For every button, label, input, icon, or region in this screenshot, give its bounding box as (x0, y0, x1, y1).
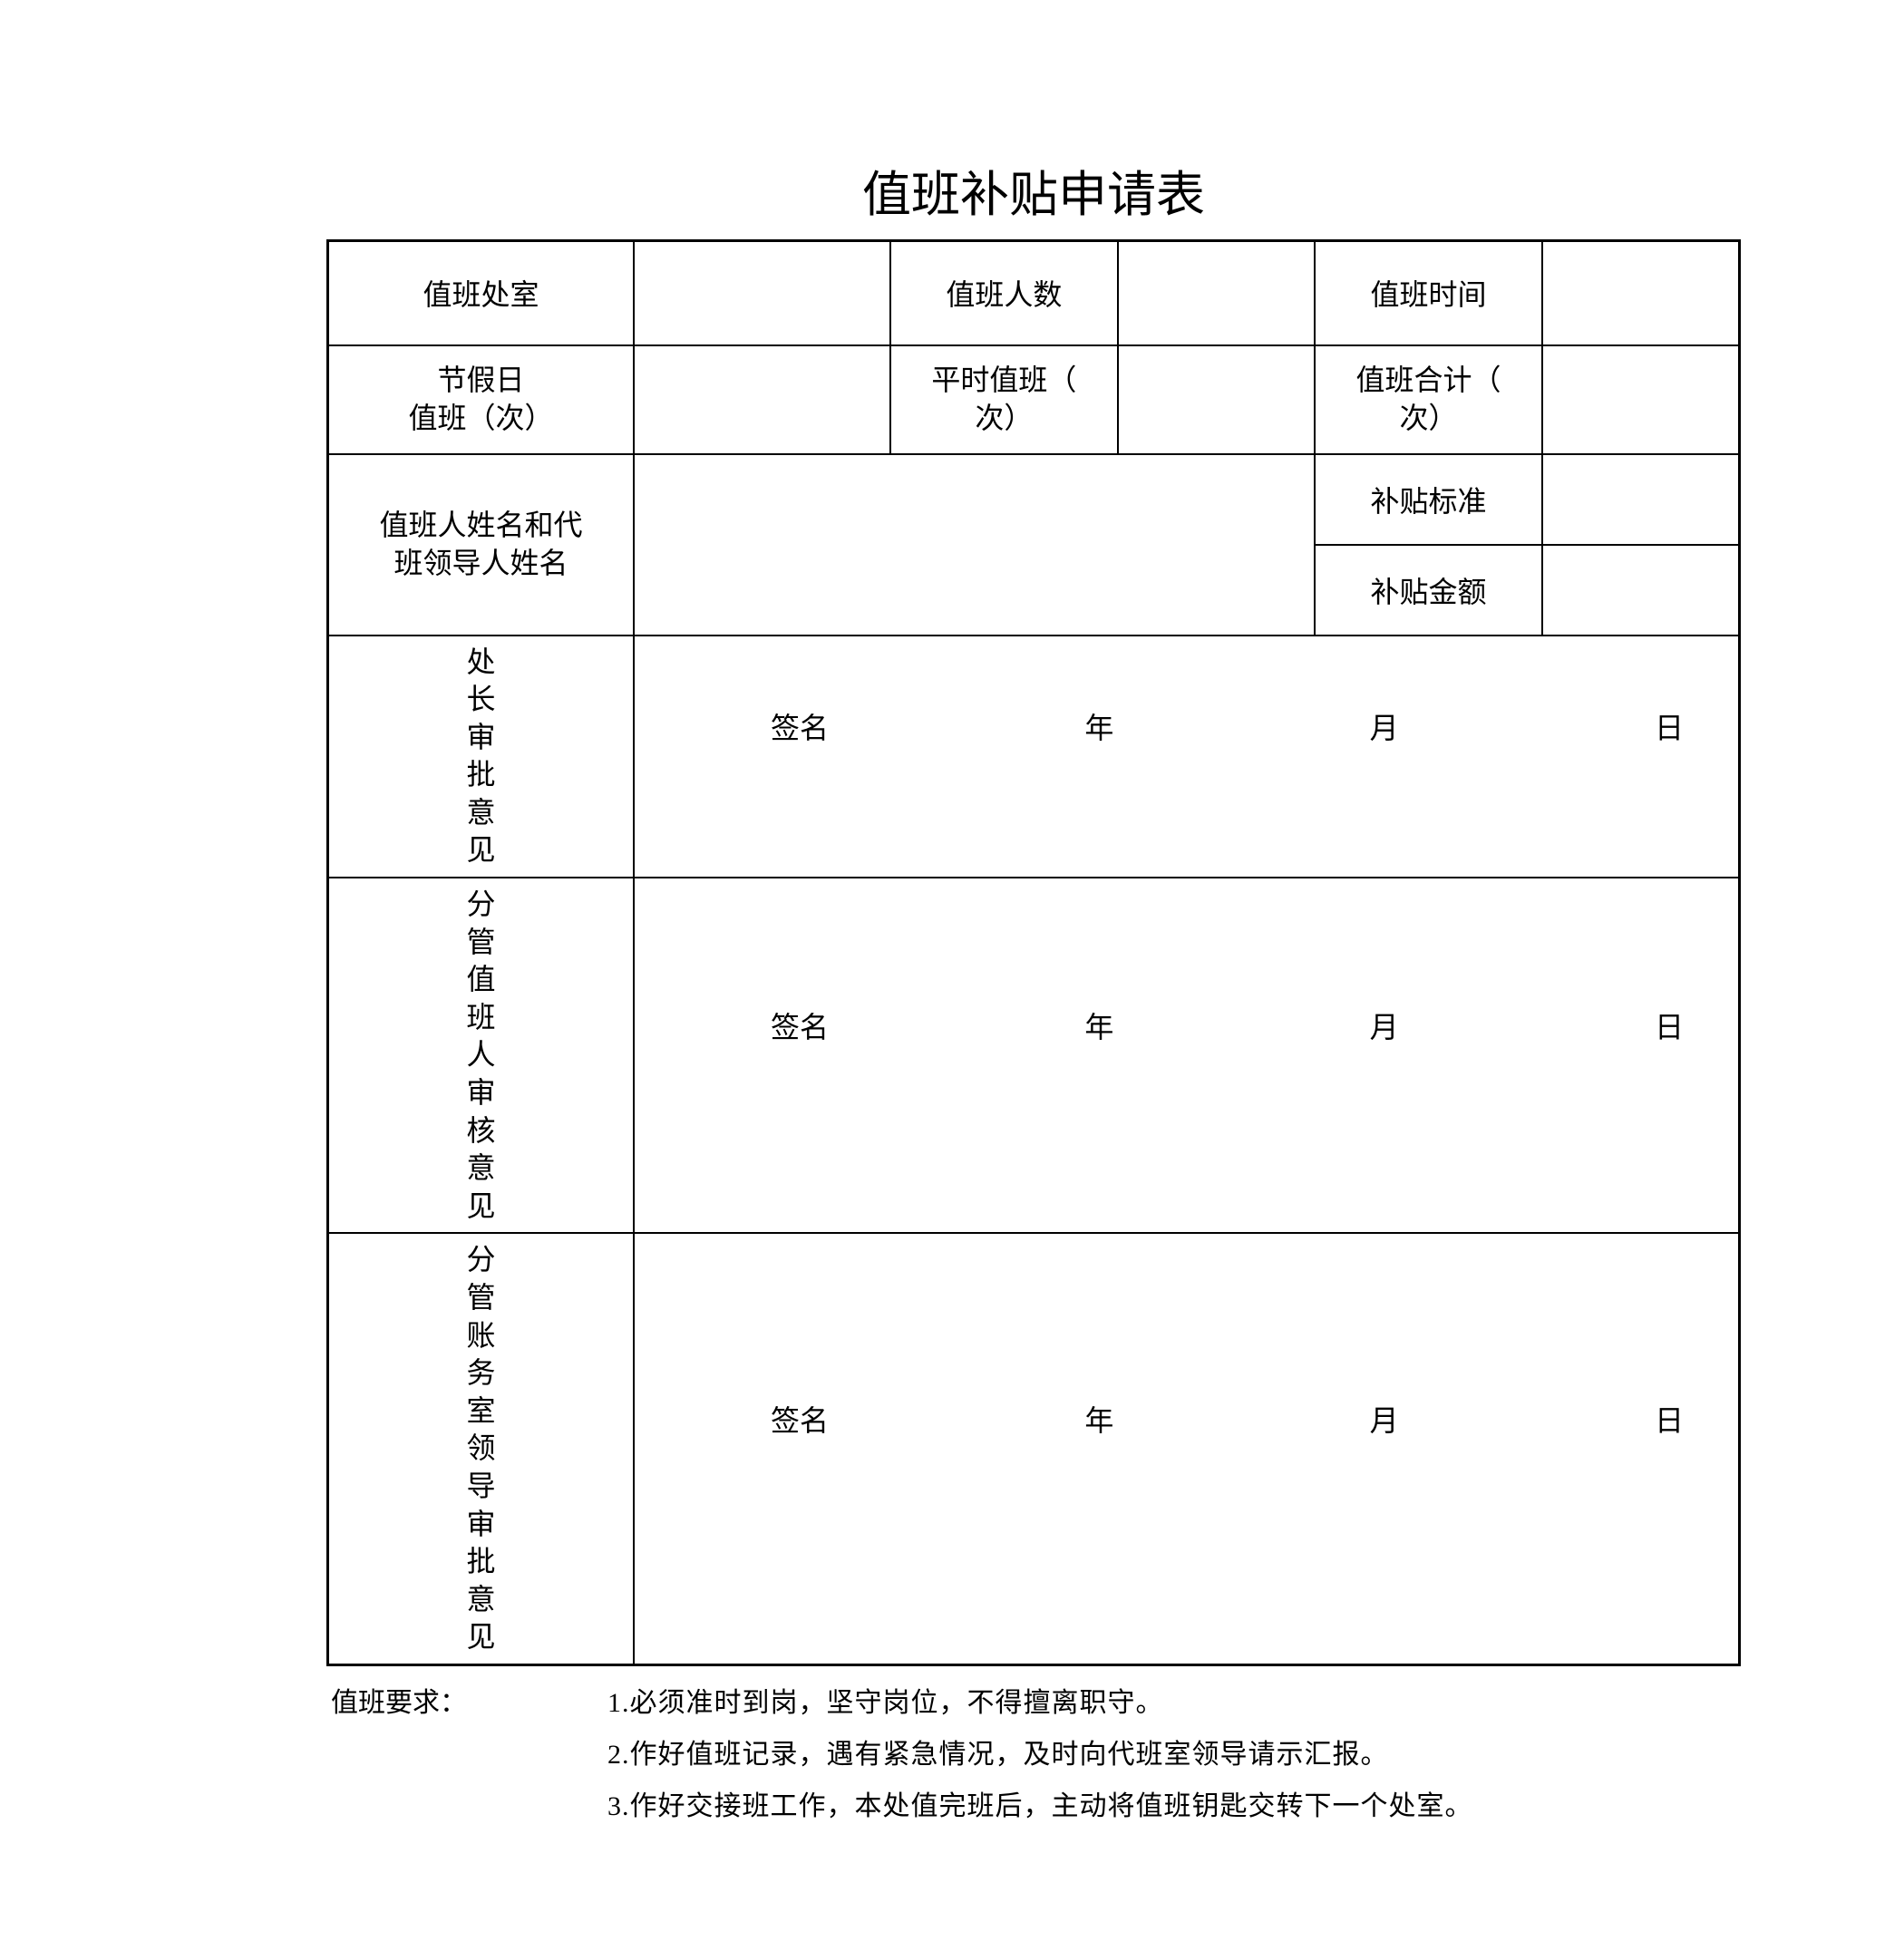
director-approval-label: 处长审批意见 (328, 636, 635, 878)
form-title: 值班补贴申请表 (326, 154, 1741, 226)
duty-manager-approval-label-text: 分管值班人审核意见 (465, 886, 497, 1225)
personnel-names-label-l2: 班领导人姓名 (336, 545, 626, 583)
duty-time-value (1542, 241, 1740, 345)
normal-duty-label-l2: 次） (899, 400, 1109, 438)
finance-manager-sign-line: 签名 年 月 日 (635, 1398, 1738, 1440)
sign-label: 签名 (771, 705, 829, 747)
holiday-duty-label-l2: 值班（次） (336, 400, 626, 438)
day-label: 日 (1655, 1398, 1684, 1440)
month-label: 月 (1370, 1398, 1399, 1440)
application-table: 值班处室 值班人数 值班时间 节假日 值班（次） 平时值班（ 次） 值班合计（ … (326, 239, 1741, 1666)
holiday-duty-label-l1: 节假日 (336, 362, 626, 400)
director-approval-label-text: 处长审批意见 (465, 644, 497, 870)
finance-manager-approval-label: 分管账务室领导审批意见 (328, 1233, 635, 1664)
total-duty-label-l1: 值班合计（ (1323, 362, 1533, 400)
personnel-names-label-l1: 值班人姓名和代 (336, 507, 626, 545)
personnel-names-label: 值班人姓名和代 班领导人姓名 (328, 454, 635, 636)
total-duty-value (1542, 345, 1740, 454)
subsidy-amount-label: 补贴金额 (1315, 545, 1541, 636)
finance-manager-approval-label-text: 分管账务室领导审批意见 (465, 1241, 497, 1656)
notes-item-2: 2.作好值班记录，遇有紧急情况，及时向代班室领导请示汇报。 (607, 1729, 1741, 1780)
duty-manager-sign-line: 签名 年 月 日 (635, 1004, 1738, 1046)
normal-duty-value (1118, 345, 1316, 454)
notes-label: 值班要求： (326, 1677, 607, 1832)
director-sign-line: 签名 年 月 日 (635, 705, 1738, 747)
duty-manager-approval-label: 分管值班人审核意见 (328, 878, 635, 1233)
duty-manager-approval-content: 签名 年 月 日 (634, 878, 1739, 1233)
duty-office-label: 值班处室 (328, 241, 635, 345)
duty-office-value (634, 241, 890, 345)
subsidy-standard-value (1542, 454, 1740, 545)
month-label: 月 (1370, 1004, 1399, 1046)
sign-label: 签名 (771, 1004, 829, 1046)
duty-count-label: 值班人数 (890, 241, 1117, 345)
duty-requirements: 值班要求： 1.必须准时到岗，坚守岗位，不得擅离职守。 2.作好值班记录，遇有紧… (326, 1677, 1741, 1832)
director-approval-content: 签名 年 月 日 (634, 636, 1739, 878)
day-label: 日 (1655, 705, 1684, 747)
total-duty-label: 值班合计（ 次） (1315, 345, 1541, 454)
year-label: 年 (1084, 705, 1113, 747)
holiday-duty-label: 节假日 值班（次） (328, 345, 635, 454)
day-label: 日 (1655, 1004, 1684, 1046)
duty-time-label: 值班时间 (1315, 241, 1541, 345)
year-label: 年 (1084, 1398, 1113, 1440)
total-duty-label-l2: 次） (1323, 400, 1533, 438)
notes-content: 1.必须准时到岗，坚守岗位，不得擅离职守。 2.作好值班记录，遇有紧急情况，及时… (607, 1677, 1741, 1832)
holiday-duty-value (634, 345, 890, 454)
normal-duty-label-l1: 平时值班（ (899, 362, 1109, 400)
year-label: 年 (1084, 1004, 1113, 1046)
duty-count-value (1118, 241, 1316, 345)
notes-item-1: 1.必须准时到岗，坚守岗位，不得擅离职守。 (607, 1677, 1741, 1729)
normal-duty-label: 平时值班（ 次） (890, 345, 1117, 454)
notes-item-3: 3.作好交接班工作，本处值完班后，主动将值班钥匙交转下一个处室。 (607, 1780, 1741, 1832)
personnel-names-value (634, 454, 1315, 636)
subsidy-standard-label: 补贴标准 (1315, 454, 1541, 545)
month-label: 月 (1370, 705, 1399, 747)
finance-manager-approval-content: 签名 年 月 日 (634, 1233, 1739, 1664)
sign-label: 签名 (771, 1398, 829, 1440)
subsidy-amount-value (1542, 545, 1740, 636)
